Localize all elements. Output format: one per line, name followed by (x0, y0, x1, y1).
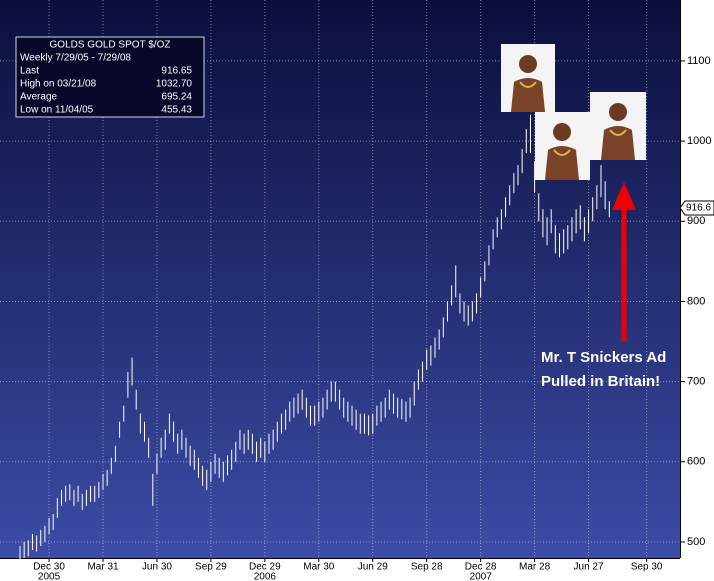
x-tick-label: Mar 28 (519, 562, 551, 573)
last-price-marker (679, 200, 714, 216)
arrow (612, 182, 636, 342)
x-year-label: 2006 (254, 572, 277, 581)
photo-chain (609, 129, 627, 136)
info-box-frame (15, 36, 205, 118)
last-price-label: 916.6 (686, 203, 711, 214)
y-tick-label: 500 (687, 536, 705, 548)
info-subheader: Weekly 7/29/05 - 7/29/08 (20, 53, 131, 64)
info-value: 455.43 (161, 105, 192, 116)
x-tick-label: Sep 28 (411, 562, 443, 573)
annotation: Mr. T Snickers Ad Pulled in Britain! (541, 349, 666, 390)
info-value: 1032.70 (156, 79, 193, 90)
annotation-line: Mr. T Snickers Ad (541, 349, 666, 366)
x-tick-label: Mar 31 (87, 562, 119, 573)
info-label: Average (20, 92, 58, 103)
info-value: 695.24 (161, 92, 192, 103)
x-tick-label: Dec 30 (33, 562, 65, 573)
photo-head (519, 55, 537, 73)
y-tick-label: 1100 (687, 55, 711, 67)
y-tick-label: 900 (687, 215, 705, 227)
photo-body (511, 78, 545, 112)
x-year-label: 2007 (470, 572, 493, 581)
photo-body (545, 146, 579, 180)
x-tick-label: Dec 29 (249, 562, 281, 573)
info-box: GOLDS GOLD SPOT $/OZ Weekly 7/29/05 - 7/… (15, 36, 205, 118)
photo-head (609, 103, 627, 121)
x-tick-label: Sep 30 (631, 562, 663, 573)
x-tick-label: Dec 28 (465, 562, 497, 573)
photo (590, 92, 646, 160)
x-tick-label: Jun 29 (358, 562, 388, 573)
x-tick-label: Jun 27 (574, 562, 604, 573)
y-tick-label: 1000 (687, 135, 711, 147)
x-year-label: 2005 (38, 572, 61, 581)
x-tick-label: Jun 30 (142, 562, 172, 573)
layer (0, 0, 680, 562)
x-tick-label: Mar 30 (303, 562, 335, 573)
y-tick-label: 700 (687, 376, 705, 388)
photo-head (553, 123, 571, 141)
y-tick-label: 800 (687, 295, 705, 307)
photo-body (601, 126, 635, 160)
axis-strip (680, 0, 714, 581)
arrow-head (612, 182, 636, 210)
photo-chain (519, 81, 537, 88)
photo (535, 112, 590, 180)
photo-chain (553, 149, 571, 156)
y-tick-label: 600 (687, 456, 705, 468)
info-label: Low on 11/04/05 (20, 105, 94, 116)
annotation-line: Pulled in Britain! (541, 373, 660, 390)
info-label: High on 03/21/08 (20, 79, 97, 90)
x-tick-label: Sep 29 (195, 562, 227, 573)
info-value: 916.65 (161, 66, 192, 77)
info-header: GOLDS GOLD SPOT $/OZ (50, 40, 171, 51)
info-label: Last (20, 66, 39, 77)
photo (501, 44, 555, 112)
